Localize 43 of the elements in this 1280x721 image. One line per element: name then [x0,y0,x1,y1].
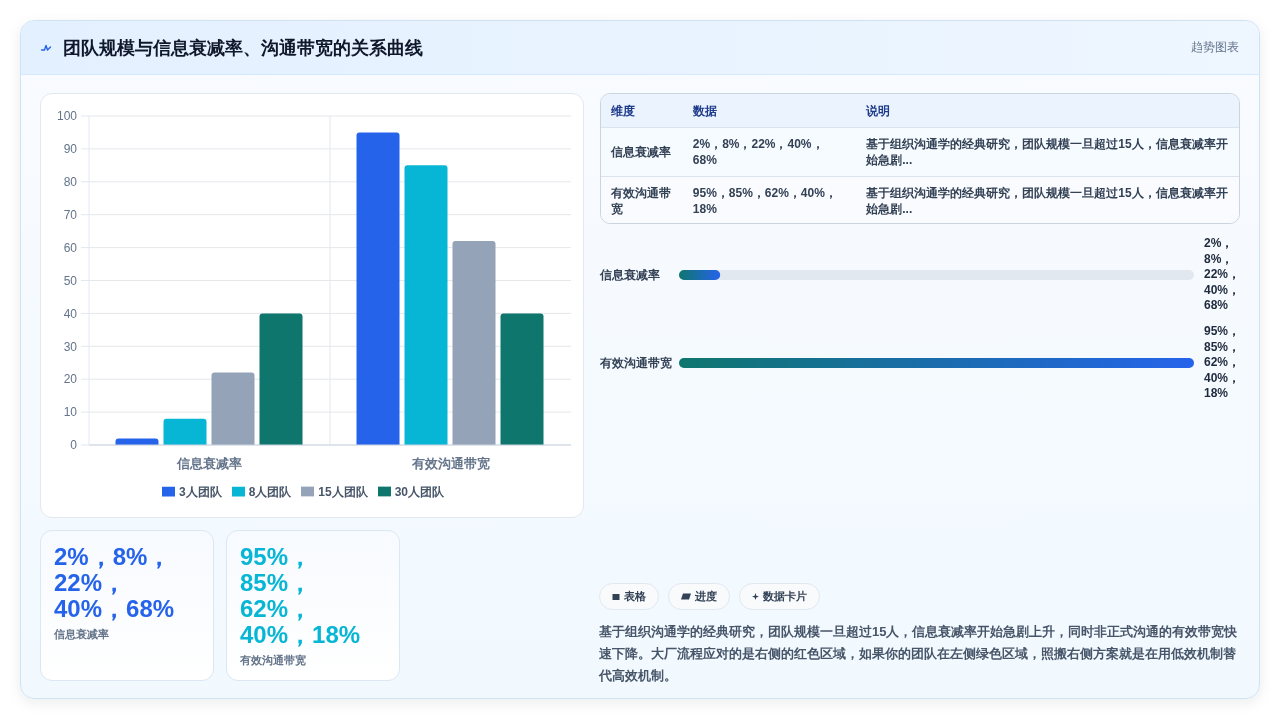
y-tick-label: 80 [63,175,78,190]
text: 基于组织沟通学的经典研究，团队规模一旦超过15人，信息衰减率开始急剧... [866,137,1228,167]
text: 2%，8%，22%，40%，68% [54,543,175,622]
legend-label: 30人团队 [394,485,445,499]
text: 2%，8%，22%，40%，68% [692,137,824,167]
y-tick-label: 70 [63,207,78,222]
text: 数据 [692,103,717,118]
y-tick-label: 60 [63,240,78,255]
text: 团队规模与信息衰减率、沟通带宽的关系曲线 [63,37,423,58]
bar [500,313,544,445]
text: 说明 [866,103,891,118]
text: 基于组织沟通学的经典研究，团队规模一旦超过15人，信息衰减率开始急剧上升，同时非正式沟通的有效带宽快速下降。大厂流程应对的是右侧的红色区域，如果你的团队在左侧绿色区域，照搬右侧方案就是在用低效机制替代高效机制。 [599,624,1238,683]
text: 有效沟通带宽 [240,654,306,666]
text: 95%，85%，62%，40%，18% [1204,324,1241,401]
text: 信息衰减率 [611,145,671,159]
text: 基于组织沟通学的经典研究，团队规模一旦超过15人，信息衰减率开始急剧... [866,186,1228,216]
legend-label: 8人团队 [248,485,292,499]
bar [163,418,207,445]
legend-label: 3人团队 [178,485,222,499]
bar [115,438,159,445]
text: 信息衰减率 [54,628,109,640]
y-tick-label: 100 [56,109,78,124]
y-tick-label: 40 [63,306,78,321]
text: 2%，8%，22%，40%，68% [1204,236,1241,313]
bar [452,241,496,445]
text: 数据卡片 [763,590,807,602]
text: 维度 [611,103,635,118]
bar [211,372,255,445]
y-tick-label: 0 [70,438,78,453]
text: 95%，85%，62%，40%，18% [240,543,361,648]
bar [404,165,448,445]
legend-label: 15人团队 [318,485,368,499]
y-tick-label: 10 [63,405,78,420]
y-tick-label: 90 [63,142,78,157]
bar [259,313,303,445]
y-tick-label: 50 [63,273,78,288]
bar [356,132,400,445]
text: 进度 [695,590,717,602]
text: 95%，85%，62%，40%，18% [692,186,837,216]
text: 趋势图表 [1191,40,1239,54]
y-tick-label: 30 [63,339,78,354]
text: 表格 [624,590,646,602]
y-tick-label: 20 [63,372,78,387]
